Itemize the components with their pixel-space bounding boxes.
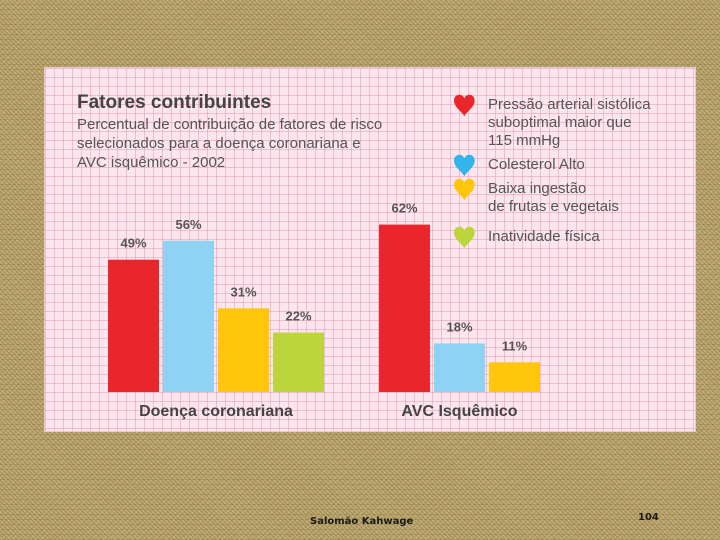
chart-subtitle-line: AVC isquêmico - 2002 — [77, 154, 225, 171]
bar-value-label: 31% — [230, 284, 256, 299]
legend-label: Pressão arterial sistólica — [488, 96, 651, 113]
page-number: 104 — [638, 512, 659, 523]
chart-svg: Fatores contribuintes Percentual de contr… — [77, 92, 651, 420]
heart-icon — [454, 94, 475, 117]
bar-value-label: 62% — [391, 201, 417, 216]
heart-icon — [454, 154, 475, 177]
bar-value-label: 11% — [502, 338, 528, 353]
group-label: AVC Isquêmico — [401, 403, 517, 420]
bar-value-label: 56% — [175, 217, 201, 232]
heart-icon — [454, 226, 475, 249]
chart-subtitle-line: Percentual de contribuição de fatores de… — [77, 116, 382, 133]
legend-label: 115 mmHg — [488, 132, 560, 149]
bar-value-label: 22% — [285, 309, 311, 324]
chart-figure: Fatores contribuintes Percentual de contr… — [44, 67, 696, 432]
footer-author: Salomão Kahwage — [310, 516, 414, 527]
group-label: Doença coronariana — [139, 403, 293, 420]
bar-1-4 — [273, 332, 324, 392]
bar-2-2 — [434, 343, 485, 392]
bar-2-1 — [379, 224, 430, 392]
legend-label: de frutas e vegetais — [488, 198, 619, 215]
legend-label: Inatividade física — [488, 228, 600, 245]
bar-1-1 — [108, 259, 159, 392]
bar-value-label: 18% — [446, 319, 472, 334]
bar-1-2 — [163, 240, 214, 392]
legend-label: suboptimal maior que — [488, 114, 631, 131]
bar-2-3 — [489, 362, 540, 392]
heart-icon — [454, 178, 475, 201]
chart-subtitle-line: selecionados para a doença coronariana e — [77, 135, 361, 152]
legend-label: Colesterol Alto — [488, 156, 585, 173]
bar-1-3 — [218, 308, 269, 392]
bar-value-label: 49% — [120, 236, 146, 251]
chart-title: Fatores contribuintes — [77, 92, 271, 113]
legend-label: Baixa ingestão — [488, 180, 586, 197]
